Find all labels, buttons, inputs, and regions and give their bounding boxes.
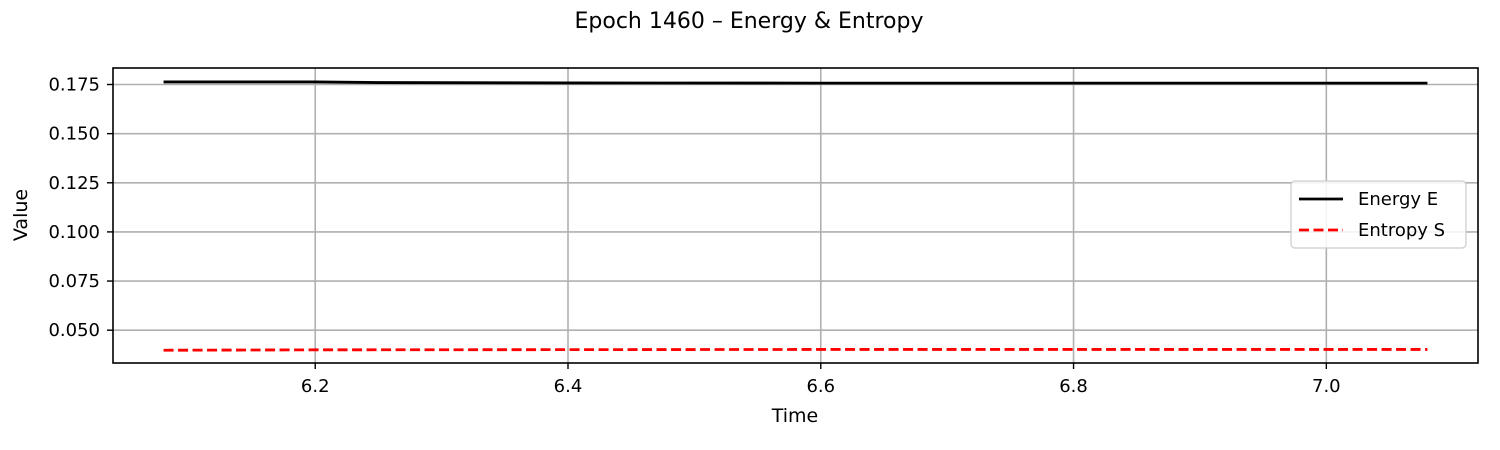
x-tick-label: 7.0: [1312, 376, 1341, 397]
y-tick-label: 0.100: [48, 222, 100, 243]
series-line-entropy-s: [163, 348, 1428, 352]
y-tick-label: 0.175: [48, 75, 100, 96]
y-tick-label: 0.075: [48, 271, 100, 292]
y-axis-label: Value: [10, 189, 32, 241]
series-line-energy-e: [163, 80, 1428, 85]
series-layer: [163, 80, 1428, 352]
legend-label-energy: Energy E: [1358, 189, 1438, 210]
y-tick-label: 0.150: [48, 124, 100, 145]
axis-ticks: 6.2 6.4 6.6 6.8 7.0 0.050 0.075 0.100 0.125 0.150…: [48, 75, 1340, 397]
legend-label-entropy: Entropy S: [1358, 220, 1445, 241]
plot-frame: [112, 67, 1479, 364]
y-tick-label: 0.050: [48, 320, 100, 341]
legend: Energy E Entropy S: [1290, 180, 1467, 249]
x-tick-label: 6.6: [806, 376, 835, 397]
x-tick-label: 6.8: [1059, 376, 1088, 397]
chart-title: Epoch 1460 – Energy & Entropy: [575, 9, 924, 34]
x-tick-label: 6.4: [554, 376, 583, 397]
x-tick-label: 6.2: [301, 376, 330, 397]
x-axis-label: Time: [771, 405, 819, 427]
grid: [113, 68, 1478, 363]
y-tick-label: 0.125: [48, 173, 100, 194]
